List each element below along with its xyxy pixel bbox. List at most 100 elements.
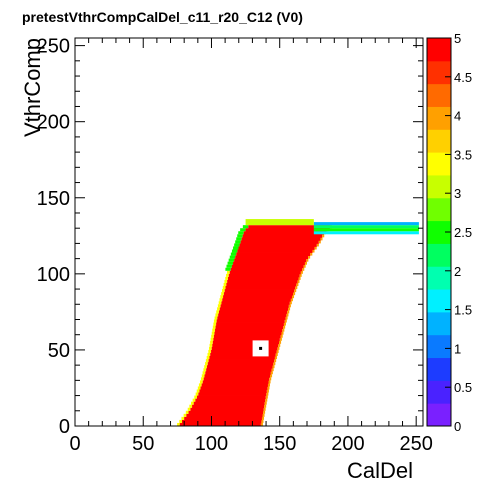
heatmap-cell	[308, 255, 311, 259]
heatmap-cell	[194, 395, 198, 399]
x-axis-label: CalDel	[347, 458, 413, 483]
heatmap-cell	[207, 352, 211, 357]
color-scale-tick-label: 3	[454, 186, 461, 201]
color-scale-tick-label: 2	[454, 264, 461, 279]
heatmap-cell	[289, 301, 292, 305]
heatmap-cell	[186, 413, 263, 418]
heatmap-cell	[200, 377, 204, 381]
heatmap-cell	[206, 356, 210, 360]
heatmap-cell	[266, 389, 269, 393]
color-scale-segment	[427, 38, 451, 62]
chart-title: pretestVthrCompCalDel_c11_r20_C12 (V0)	[22, 9, 303, 25]
color-scale-segment	[427, 357, 451, 381]
heatmap-cell	[225, 276, 228, 280]
heatmap-cell	[217, 304, 221, 308]
heatmap-cell	[223, 292, 294, 296]
color-scale-segment	[427, 289, 451, 313]
heatmap-cell	[212, 328, 216, 332]
heatmap-cell	[217, 307, 220, 311]
y-tick-label: 50	[48, 340, 70, 362]
color-scale-tick-label: 4.5	[454, 70, 472, 85]
heatmap-cell	[212, 343, 279, 348]
heatmap-cell	[225, 286, 296, 290]
heatmap-cell	[299, 273, 302, 277]
heatmap-cell	[262, 413, 265, 417]
heatmap-cell	[195, 398, 266, 403]
heatmap-cell	[260, 422, 263, 426]
heatmap-cell	[201, 383, 268, 387]
heatmap-cell	[294, 289, 297, 293]
heatmap-cell	[286, 313, 289, 317]
heatmap-cell	[192, 398, 196, 402]
heatmap-cell	[234, 243, 240, 247]
heatmap-cell	[237, 234, 243, 238]
heatmap-cell	[222, 286, 226, 290]
heatmap-cell	[201, 374, 205, 378]
heatmap-cell	[183, 413, 187, 417]
heatmap-cell	[306, 258, 309, 262]
y-axis-label: VthrComp	[20, 38, 45, 137]
heatmap-cell	[213, 337, 280, 342]
heatmap-cell	[279, 340, 282, 344]
heatmap-cell	[314, 246, 317, 250]
color-scale-segment	[427, 83, 451, 107]
heatmap-cell	[189, 404, 193, 408]
color-scale-segment	[427, 106, 451, 130]
heatmap-cell	[278, 343, 281, 347]
heatmap-cell	[283, 325, 286, 329]
heatmap-cell	[218, 301, 222, 305]
heatmap-cell	[190, 407, 264, 412]
heatmap-cell	[228, 273, 300, 278]
heatmap-cell	[267, 386, 270, 390]
y-tick-label: 100	[37, 264, 70, 286]
color-scale-segment	[427, 220, 451, 244]
color-scale-tick-label: 5	[454, 31, 461, 46]
heatmap-cell	[188, 410, 264, 415]
heatmap-cell	[245, 219, 314, 226]
color-scale-ticks: 0 0.5 1 1.5 2 2.5 3 3.5 4 4.5 5	[445, 31, 472, 434]
color-scale-segment	[427, 380, 451, 404]
heatmap-cell	[261, 416, 265, 420]
heatmap-cell	[211, 346, 278, 351]
heatmap-cell	[218, 313, 287, 317]
heatmap-cell	[284, 319, 287, 323]
x-tick-label: 150	[263, 433, 296, 455]
heatmap-cells	[177, 219, 419, 427]
color-scale-segment	[427, 334, 451, 359]
heatmap-cell	[210, 340, 213, 344]
heatmap-cell	[208, 349, 212, 353]
heatmap-cell	[214, 331, 282, 336]
heatmap-cell	[210, 337, 214, 341]
heatmap-cell	[318, 240, 321, 244]
heatmap-cell	[270, 374, 273, 378]
heatmap-cell	[241, 237, 321, 241]
heatmap-cell	[211, 349, 277, 354]
heatmap-cell	[204, 365, 207, 369]
heatmap-cell	[276, 349, 279, 353]
heatmap-cell	[238, 231, 244, 235]
heatmap-cell	[235, 240, 241, 244]
heatmap-cell	[191, 401, 194, 405]
heatmap-cell	[179, 422, 261, 427]
heatmap-cell	[288, 304, 291, 308]
color-scale-segment	[427, 152, 451, 176]
heatmap-cell	[320, 237, 323, 241]
heatmap-cell	[313, 231, 419, 235]
heatmap-cell	[200, 386, 268, 390]
heatmap-cell	[227, 279, 298, 284]
heatmap-cell	[310, 252, 313, 256]
heatmap-cell	[231, 264, 304, 269]
color-scale-segment	[427, 243, 451, 267]
heatmap-cell	[227, 261, 234, 265]
heatmap-cell	[224, 279, 228, 283]
heatmap-cell	[225, 267, 231, 271]
heatmap-cell	[313, 225, 419, 229]
heatmap-cell	[245, 228, 327, 232]
heatmap-cell	[322, 234, 325, 238]
heatmap-cell	[217, 316, 286, 320]
heatmap-cell	[261, 419, 264, 423]
heatmap-cell	[216, 322, 284, 326]
heatmap-cell	[226, 282, 297, 287]
heatmap-cell	[283, 322, 286, 326]
heatmap-cell	[242, 225, 249, 229]
